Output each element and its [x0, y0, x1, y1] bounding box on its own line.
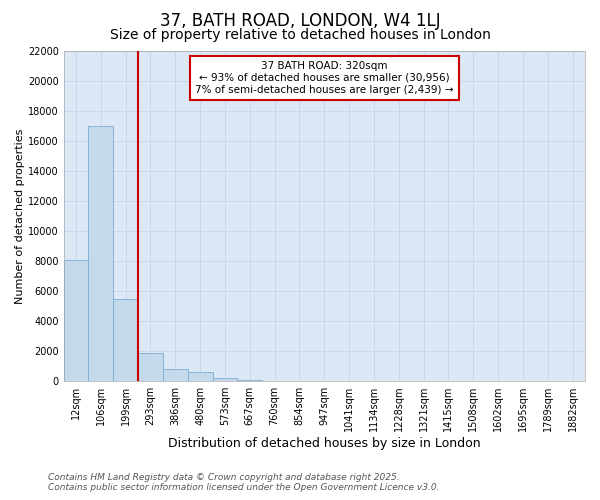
Bar [212, 378, 238, 381]
Text: Contains HM Land Registry data © Crown copyright and database right 2025.
Contai: Contains HM Land Registry data © Crown c… [48, 473, 439, 492]
Text: Size of property relative to detached houses in London: Size of property relative to detached ho… [110, 28, 490, 42]
Bar [64, 260, 88, 381]
Text: 37 BATH ROAD: 320sqm
← 93% of detached houses are smaller (30,956)
7% of semi-de: 37 BATH ROAD: 320sqm ← 93% of detached h… [195, 62, 454, 94]
Bar [188, 372, 212, 381]
Bar [138, 352, 163, 381]
Bar [88, 126, 113, 381]
Y-axis label: Number of detached properties: Number of detached properties [15, 128, 25, 304]
Bar [238, 380, 262, 381]
Bar [163, 369, 188, 381]
Bar [113, 298, 138, 381]
X-axis label: Distribution of detached houses by size in London: Distribution of detached houses by size … [168, 437, 481, 450]
Text: 37, BATH ROAD, LONDON, W4 1LJ: 37, BATH ROAD, LONDON, W4 1LJ [160, 12, 440, 30]
